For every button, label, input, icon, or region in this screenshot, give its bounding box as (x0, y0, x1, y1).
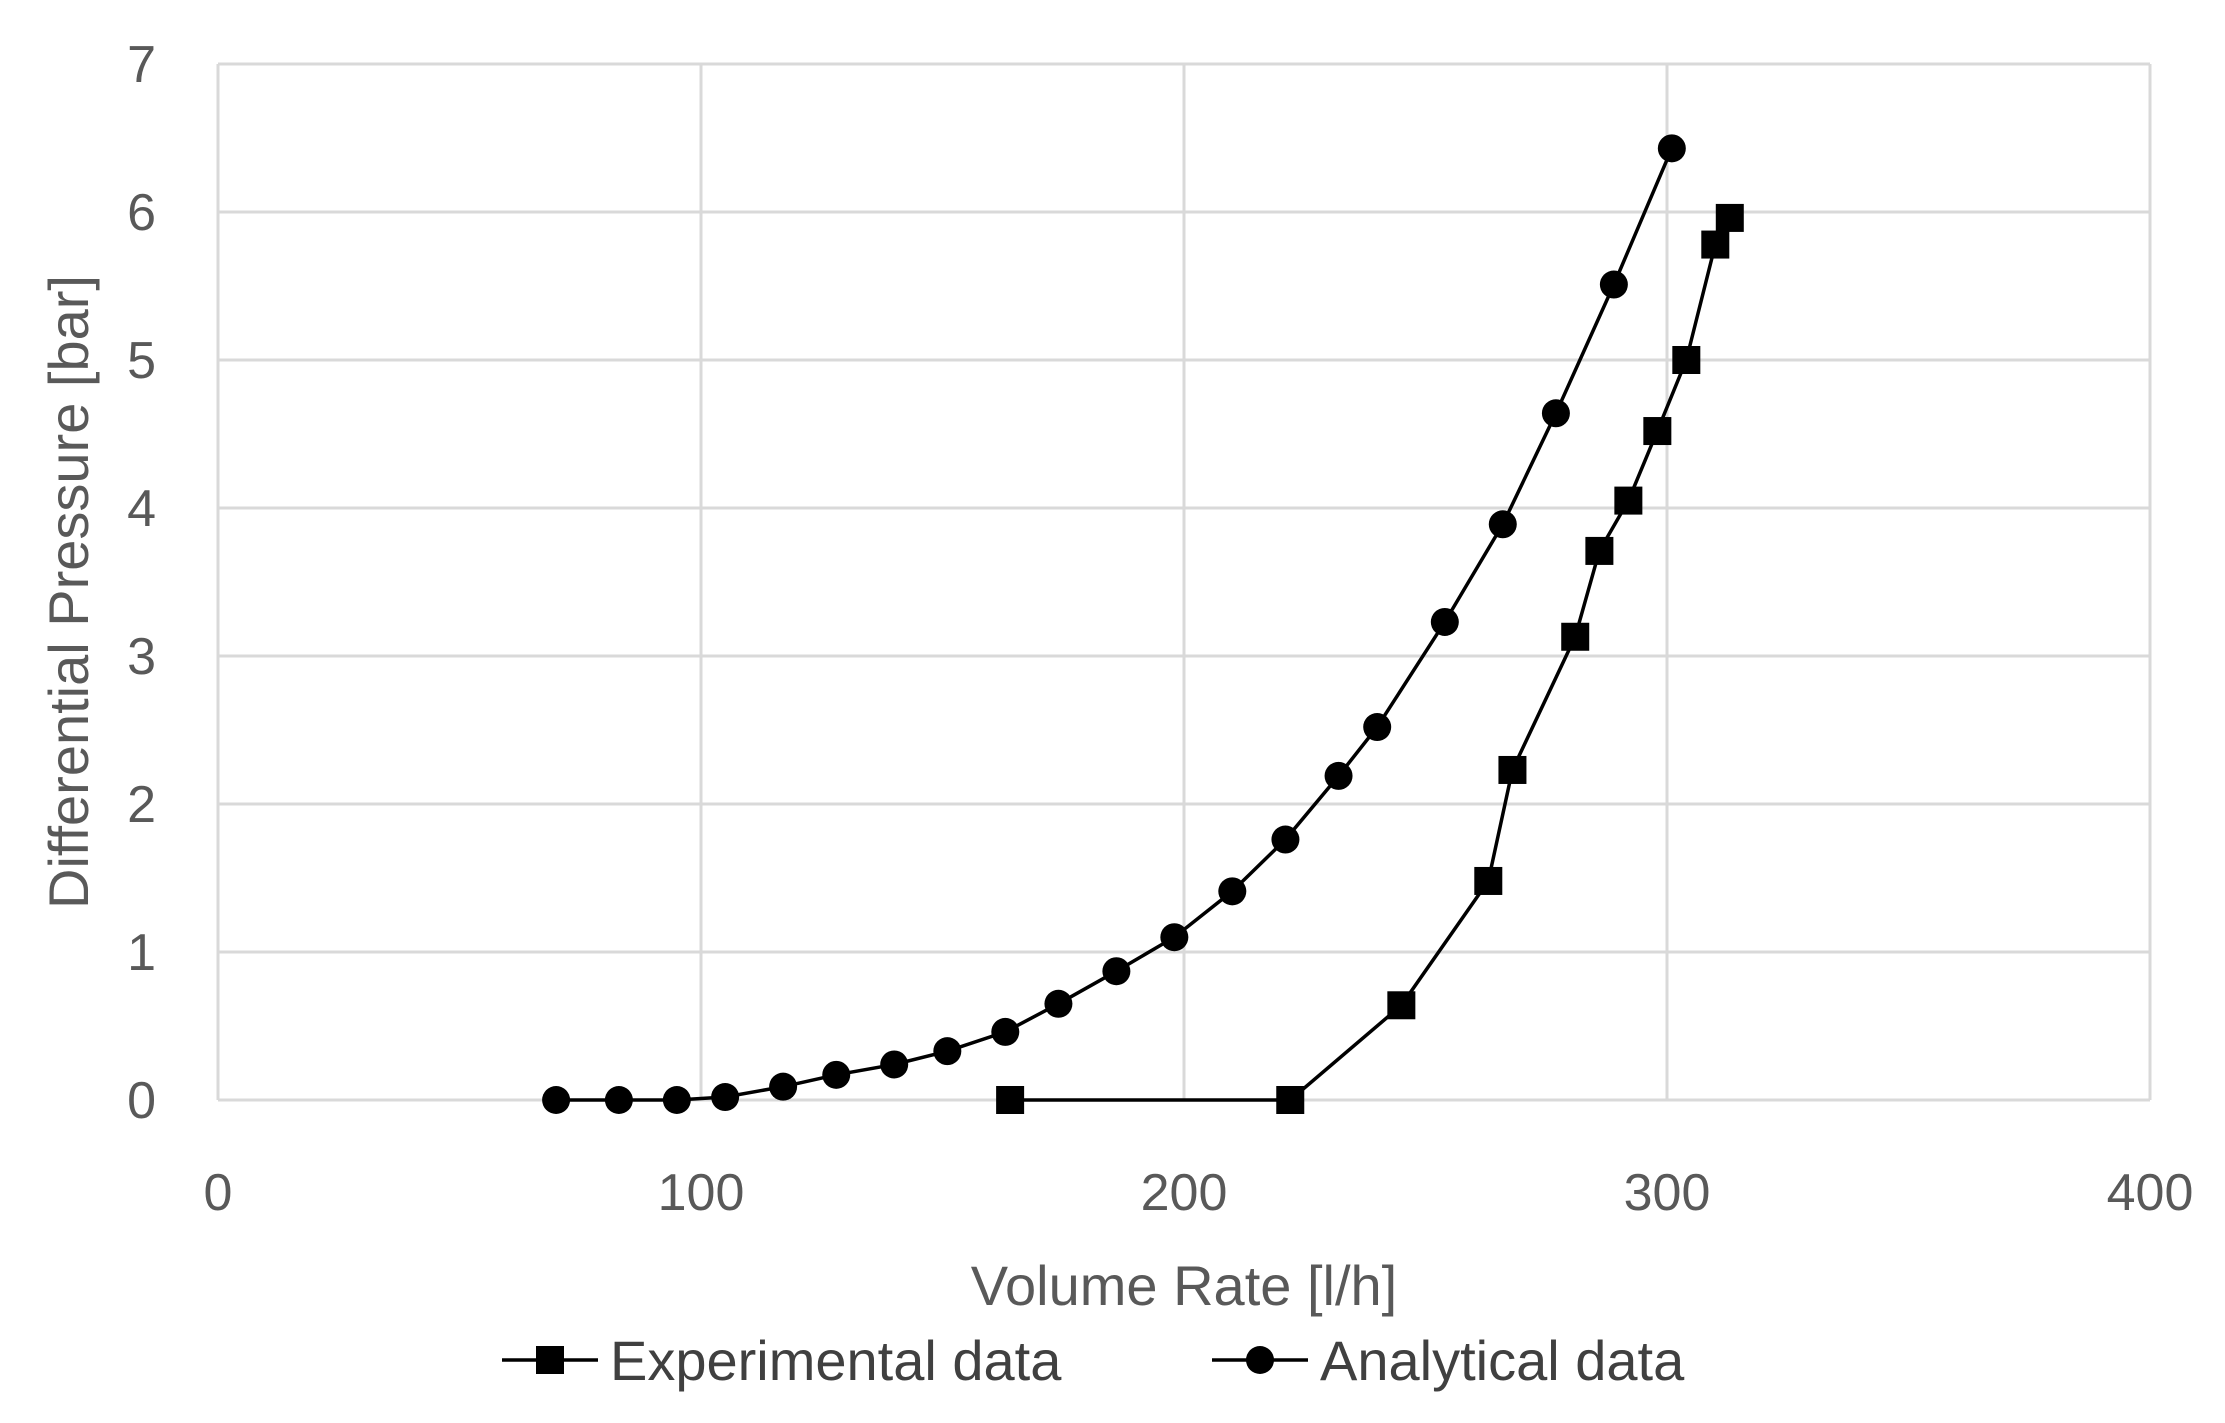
data-point (996, 1086, 1025, 1114)
data-point (1160, 923, 1189, 952)
series-line (1010, 217, 1732, 1102)
series-experimental (996, 203, 1744, 1114)
data-point (542, 1086, 571, 1114)
data-point (1430, 607, 1459, 636)
data-point (1044, 989, 1073, 1018)
x-tick-label: 0 (204, 1164, 233, 1222)
data-point (1488, 510, 1517, 539)
series-line (556, 147, 1674, 1102)
tick-labels: 0 1 2 3 4 5 6 7 0 100 200 300 400 (127, 36, 2193, 1222)
data-point (604, 1086, 633, 1114)
data-point (1614, 486, 1643, 515)
legend-item: Analytical data (1212, 1329, 1685, 1392)
data-point (1498, 755, 1527, 784)
data-point (1324, 761, 1353, 790)
legend-label: Analytical data (1320, 1329, 1685, 1392)
x-tick-label: 400 (2107, 1164, 2194, 1222)
data-point (1276, 1086, 1305, 1114)
y-tick-label: 3 (127, 628, 156, 686)
y-tick-label: 4 (127, 480, 156, 538)
data-point (1599, 270, 1628, 299)
legend: Experimental data Analytical data (502, 1329, 1685, 1392)
legend-marker (536, 1346, 564, 1374)
legend-marker (1246, 1346, 1274, 1374)
y-tick-label: 7 (127, 36, 156, 94)
data-point (1218, 877, 1247, 906)
legend-label: Experimental data (610, 1329, 1062, 1392)
data-point (933, 1037, 962, 1066)
x-tick-label: 200 (1141, 1164, 1228, 1222)
series-analytical (542, 134, 1686, 1114)
data-point (1102, 957, 1131, 986)
data-point (1715, 203, 1744, 232)
data-point (662, 1086, 691, 1114)
y-tick-label: 6 (127, 184, 156, 242)
data-point (1643, 417, 1672, 446)
data-point (1271, 825, 1300, 854)
data-point (1672, 346, 1701, 374)
data-point (1387, 991, 1416, 1020)
x-tick-label: 300 (1624, 1164, 1711, 1222)
data-point (1541, 399, 1570, 428)
legend-item: Experimental data (502, 1329, 1062, 1392)
data-point (1701, 230, 1730, 259)
data-point (1657, 134, 1686, 163)
data-point (1585, 536, 1614, 565)
y-tick-label: 0 (127, 1072, 156, 1130)
data-point (1363, 713, 1392, 742)
grid (216, 62, 2152, 1102)
y-axis-title: Differential Pressure [bar] (37, 275, 100, 909)
data-point (1474, 866, 1503, 895)
y-tick-label: 1 (127, 924, 156, 982)
data-point (769, 1072, 798, 1101)
data-point (1561, 622, 1590, 651)
data-point (991, 1017, 1020, 1046)
x-axis-title: Volume Rate [l/h] (971, 1254, 1397, 1317)
y-tick-label: 2 (127, 776, 156, 834)
y-tick-label: 5 (127, 332, 156, 390)
data-point (880, 1050, 909, 1079)
data-point (711, 1083, 740, 1112)
data-point (822, 1060, 851, 1089)
series (542, 134, 1744, 1114)
x-tick-label: 100 (658, 1164, 745, 1222)
